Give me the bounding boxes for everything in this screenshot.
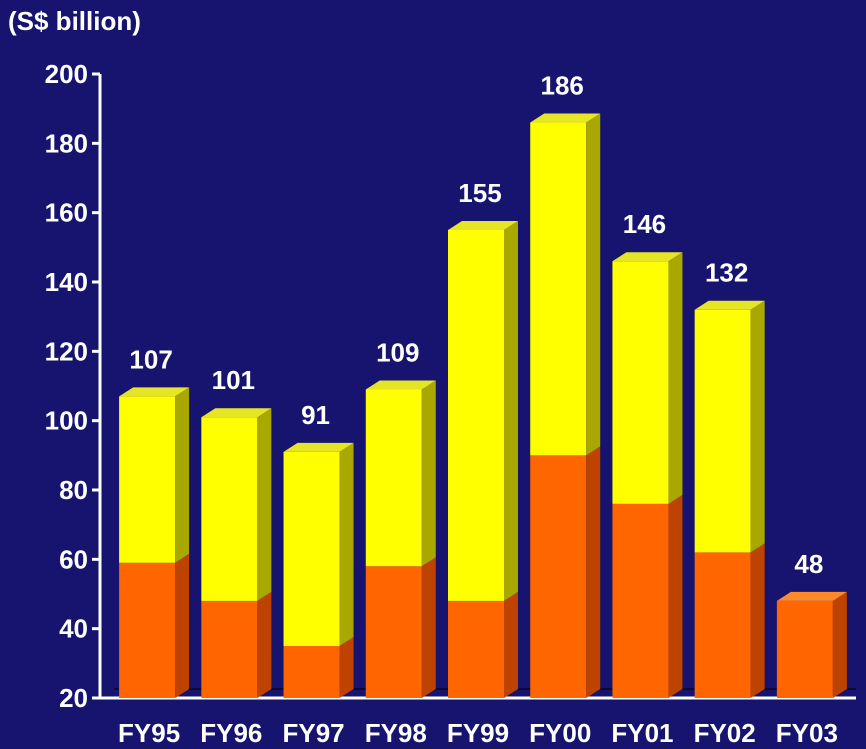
bar-top-cap [694, 300, 765, 310]
bar-bottom-segment-front [365, 566, 422, 698]
data-label: 146 [623, 209, 666, 239]
bar-bottom-segment [530, 446, 601, 698]
bar-top-segment-front [201, 417, 258, 601]
y-tick-label: 40 [59, 614, 88, 644]
bar-bottom-segment-side [750, 543, 765, 698]
bar-top-segment [201, 408, 272, 601]
data-label: 91 [301, 400, 330, 430]
data-label: 48 [794, 549, 823, 579]
y-tick-label: 80 [59, 475, 88, 505]
bar-top-cap [776, 591, 847, 601]
bar-top-cap [365, 380, 436, 390]
bar-top-segment [283, 442, 354, 646]
y-tick-label: 160 [45, 198, 88, 228]
labels: 107 FY95 101 FY96 91 FY97 109 FY98 155 FY99 186 FY0… [118, 71, 838, 748]
bar-bottom-segment-front [201, 600, 258, 698]
y-tick-label: 20 [59, 683, 88, 713]
bar-top-segment-side [586, 113, 601, 456]
x-tick-label: FY03 [776, 718, 838, 748]
bar-top-cap [612, 252, 683, 262]
data-label: 186 [541, 71, 584, 101]
data-label: 155 [458, 178, 501, 208]
bar-top-segment-side [668, 252, 683, 504]
bar-top-cap [448, 221, 518, 230]
y-tick-label: 100 [45, 406, 88, 436]
data-label: 101 [212, 365, 255, 395]
bar-top-segment-side [750, 300, 765, 553]
bar-bottom-segment [119, 553, 190, 698]
y-tick-label: 180 [45, 128, 88, 158]
bar-bottom-segment-side [175, 553, 190, 698]
bar-top-segment [612, 252, 683, 504]
bar-bottom-segment [776, 591, 847, 698]
bar-top-segment-front [365, 389, 422, 567]
bar-top-segment-front [530, 122, 587, 456]
bar-bottom-segment [201, 591, 272, 698]
bar-bottom-segment-side [504, 591, 518, 698]
bar-top-segment-front [283, 451, 340, 646]
y-tick-label: 120 [45, 336, 88, 366]
bar-top-segment-side [504, 221, 518, 601]
data-label: 109 [376, 337, 419, 367]
bar-bottom-segment-side [339, 637, 354, 698]
unit-label: (S$ billion) [8, 6, 141, 36]
bar-bottom-segment-side [421, 557, 436, 698]
bar-bottom-segment-side [586, 446, 601, 698]
bar-bottom-segment-front [448, 600, 504, 698]
bars [119, 113, 847, 698]
bar-bottom-segment-front [530, 455, 587, 698]
bar-top-segment-front [612, 261, 669, 504]
bar-top-segment [530, 113, 601, 456]
bar-bottom-segment-front [694, 552, 751, 698]
bar-top-segment-side [421, 380, 436, 567]
bar-top-segment [365, 380, 436, 567]
bar-top-cap [119, 387, 190, 397]
bar-bottom-segment-front [119, 562, 176, 698]
bar-top-segment-front [694, 309, 751, 553]
y-tick-label: 60 [59, 544, 88, 574]
bar-top-segment-side [339, 442, 354, 646]
bar-bottom-segment-front [776, 600, 833, 698]
bar-top-segment-front [448, 230, 504, 601]
y-tick-label: 200 [45, 59, 88, 89]
bar-bottom-segment-side [257, 591, 272, 698]
bar-top-segment [119, 387, 190, 563]
bar-bottom-segment-front [283, 646, 340, 698]
x-tick-label: FY00 [529, 718, 591, 748]
bar-top-segment [694, 300, 765, 553]
bar-top-cap [530, 113, 601, 123]
bar-bottom-segment [283, 637, 354, 698]
bar-top-cap [201, 408, 272, 418]
x-tick-label: FY02 [694, 718, 756, 748]
bar-bottom-segment [365, 557, 436, 698]
bar-top-segment-front [119, 396, 176, 563]
bar-bottom-segment-front [612, 503, 669, 698]
x-tick-label: FY99 [447, 718, 509, 748]
bar-bottom-segment [612, 494, 683, 698]
data-label: 107 [129, 344, 172, 374]
bar-top-segment [448, 221, 518, 601]
y-tick-label: 140 [45, 267, 88, 297]
x-tick-label: FY01 [611, 718, 673, 748]
x-tick-label: FY95 [118, 718, 180, 748]
x-tick-label: FY97 [282, 718, 344, 748]
bar-bottom-segment-side [668, 494, 683, 698]
bar-top-segment-side [175, 387, 190, 563]
bar-bottom-segment [694, 543, 765, 698]
bar-top-segment-side [257, 408, 272, 601]
x-tick-label: FY96 [200, 718, 262, 748]
bar-bottom-segment [448, 591, 518, 698]
bar-top-cap [283, 442, 354, 452]
x-tick-label: FY98 [365, 718, 427, 748]
bar-bottom-segment-side [832, 591, 847, 698]
data-label: 132 [705, 258, 748, 288]
